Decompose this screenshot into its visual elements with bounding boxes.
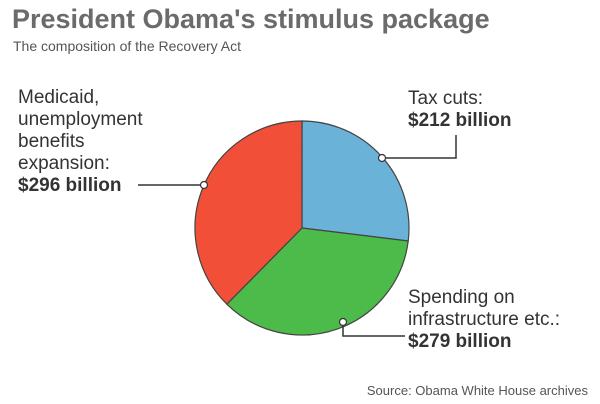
chart-subtitle: The composition of the Recovery Act: [13, 38, 241, 54]
value-label: $212 billion: [408, 110, 512, 131]
category-label: Tax cuts:: [408, 88, 483, 109]
leader-line: [342, 322, 405, 337]
pie-slice: [301, 120, 410, 242]
leader-dot: [199, 180, 209, 190]
chart-title: President Obama's stimulus package: [12, 4, 490, 34]
value-label: $296 billion: [18, 175, 122, 196]
category-label: Medicaid, unemployment benefits expansio…: [18, 87, 143, 174]
category-label: Spending on infrastructure etc.:: [408, 287, 561, 330]
slice-label: Tax cuts: $212 billion: [408, 88, 558, 132]
leader-dot: [377, 153, 387, 163]
value-label: $279 billion: [408, 331, 512, 352]
leader-dots: [199, 153, 387, 327]
source-note: Source: Obama White House archives: [366, 383, 588, 398]
slice-label: Spending on infrastructure etc.: $279 bi…: [408, 287, 588, 353]
pie: [194, 120, 410, 336]
leader-lines: [138, 135, 457, 337]
slice-label: Medicaid, unemployment benefits expansio…: [18, 87, 163, 197]
pie-slice: [226, 227, 409, 336]
leader-dot: [338, 317, 348, 327]
leader-line: [382, 135, 457, 159]
